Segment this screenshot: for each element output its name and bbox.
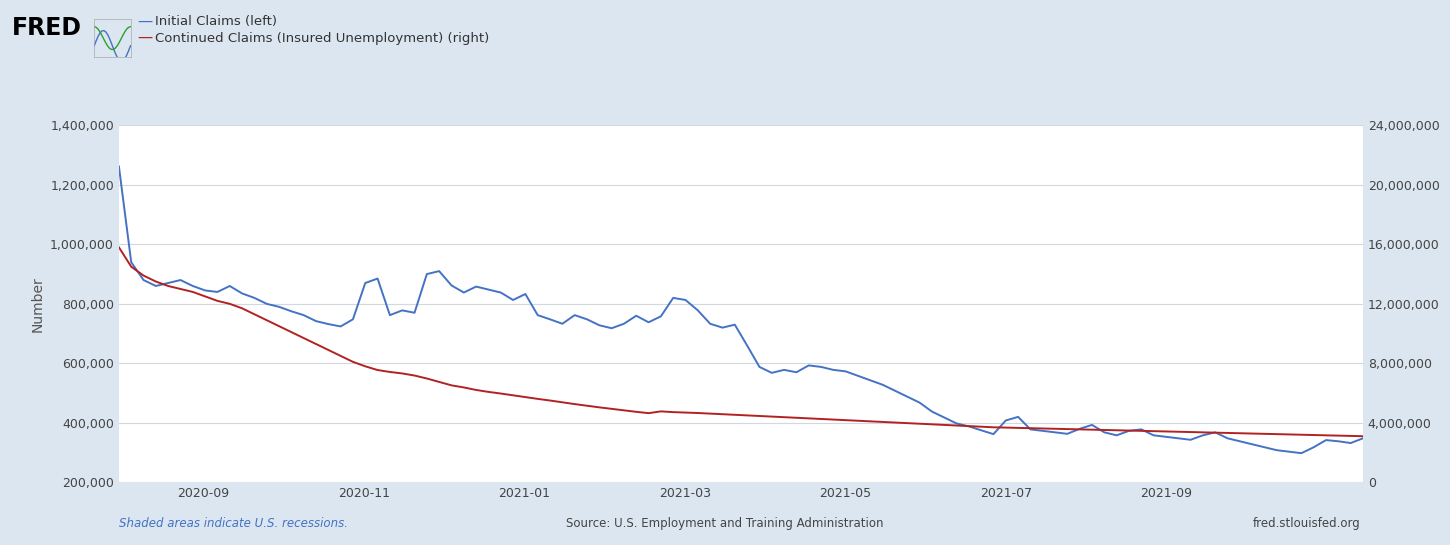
Text: Initial Claims (left): Initial Claims (left)	[155, 15, 277, 28]
Text: fred.stlouisfed.org: fred.stlouisfed.org	[1253, 517, 1360, 530]
Y-axis label: Number: Number	[30, 276, 45, 332]
Text: —: —	[138, 30, 154, 45]
Text: Source: U.S. Employment and Training Administration: Source: U.S. Employment and Training Adm…	[567, 517, 883, 530]
Text: FRED: FRED	[12, 16, 81, 40]
Text: —: —	[138, 14, 154, 29]
Text: Continued Claims (Insured Unemployment) (right): Continued Claims (Insured Unemployment) …	[155, 32, 490, 45]
Text: Shaded areas indicate U.S. recessions.: Shaded areas indicate U.S. recessions.	[119, 517, 348, 530]
